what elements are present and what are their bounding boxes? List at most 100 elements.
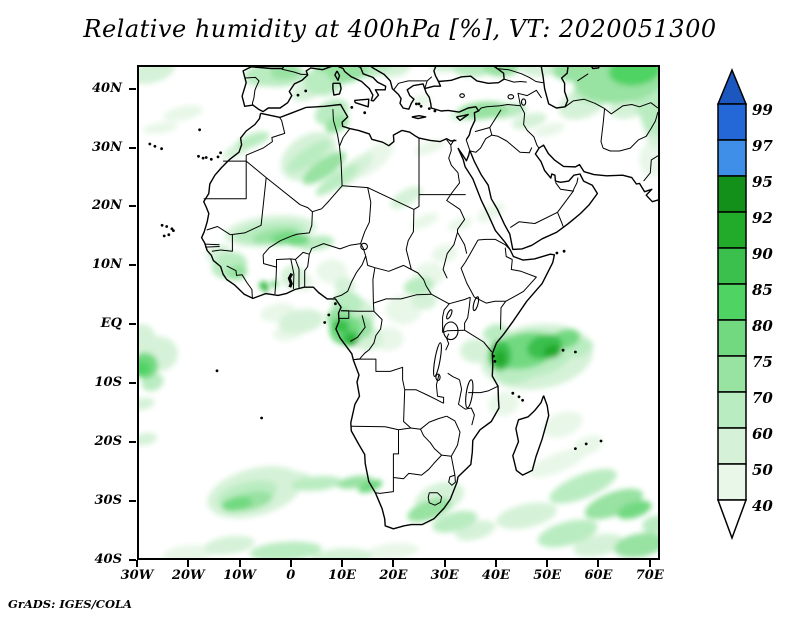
island-dot [517, 395, 521, 399]
island-dot [417, 102, 421, 106]
island-dot [296, 93, 300, 97]
island-dot [198, 128, 201, 132]
country-border [262, 251, 310, 268]
y-tick-mark [129, 323, 136, 326]
coastline [411, 115, 427, 120]
country-border [474, 296, 506, 304]
country-border [281, 68, 308, 75]
x-tick-label: 20W [171, 568, 205, 583]
island-dot [197, 154, 200, 158]
country-border [203, 161, 247, 200]
country-border [373, 293, 432, 304]
colorbar-tick-label: 92 [752, 209, 773, 227]
country-border [372, 267, 376, 312]
x-tick-mark [341, 560, 344, 567]
country-border [353, 358, 406, 390]
country-border [470, 134, 493, 153]
island-dot [511, 391, 515, 395]
country-border [500, 301, 507, 330]
x-tick-label: 70E [635, 568, 664, 583]
y-tick-label: EQ [100, 316, 122, 332]
colorbar-tick-label: 80 [752, 317, 773, 335]
country-border [446, 415, 461, 457]
country-border [643, 154, 660, 182]
island-dot [219, 151, 222, 155]
country-border [205, 243, 220, 246]
country-border [460, 239, 479, 298]
island-dot [555, 251, 559, 255]
country-border [350, 315, 366, 342]
country-border [333, 255, 367, 299]
island-dot [574, 447, 577, 450]
island-dot [327, 313, 331, 317]
colorbar-segment [717, 463, 747, 501]
island-dot [148, 142, 152, 146]
island-dot [433, 109, 437, 113]
y-tick-mark [129, 87, 136, 90]
island-dot [304, 89, 308, 93]
country-border [600, 108, 606, 149]
x-tick-label: 40E [481, 568, 510, 583]
colorbar-tick-label: 40 [752, 497, 773, 515]
island-dot [165, 225, 169, 228]
y-tick-mark [129, 382, 136, 385]
island-dot [153, 144, 157, 148]
country-border [262, 235, 292, 256]
country-border [505, 259, 537, 302]
coastline [353, 98, 370, 108]
country-border [413, 194, 420, 210]
island-dot [492, 354, 495, 358]
country-border [265, 177, 313, 213]
y-tick-label: 40N [92, 80, 122, 96]
lake [520, 98, 527, 106]
island-dot [323, 321, 327, 324]
colorbar-under-arrow [716, 499, 748, 541]
x-tick-label: 10E [328, 568, 357, 583]
island-dot [521, 398, 524, 402]
x-tick-label: 0 [286, 568, 296, 583]
colorbar-tick-label: 60 [752, 425, 773, 443]
country-border [491, 134, 533, 154]
x-tick-mark [136, 560, 138, 567]
island-dot [209, 157, 213, 161]
country-border [477, 238, 510, 249]
island-dot [172, 229, 175, 233]
basemap [148, 65, 660, 530]
coastline [332, 82, 342, 96]
island-dot [363, 111, 367, 115]
colorbar-tick-label: 90 [752, 245, 773, 263]
coastline [260, 103, 457, 147]
country-border [339, 146, 343, 186]
x-tick-label: 20E [379, 568, 408, 583]
country-border [495, 68, 544, 84]
country-border [245, 76, 260, 106]
coastline [200, 113, 556, 530]
y-tick-label: 30N [92, 139, 122, 155]
x-tick-label: 30W [120, 568, 154, 583]
colorbar-segment [717, 427, 747, 465]
y-tick-label: 30S [94, 493, 122, 509]
country-border [557, 188, 575, 213]
country-border [431, 293, 471, 305]
island-dot [215, 369, 219, 373]
lake [433, 342, 442, 377]
lake [472, 296, 480, 312]
country-border [308, 243, 361, 255]
country-border [393, 454, 442, 480]
colorbar-segment [717, 211, 747, 249]
x-tick-mark [289, 560, 292, 567]
country-border [205, 246, 220, 248]
country-border [411, 269, 432, 295]
x-tick-label: 30E [430, 568, 459, 583]
y-tick-label: 20N [92, 198, 122, 214]
colorbar-segment [717, 391, 747, 429]
country-border [450, 456, 456, 476]
africa-humidity-map [137, 65, 660, 560]
country-border [353, 310, 383, 361]
country-border [441, 454, 452, 457]
colorbar-over-arrow [716, 68, 748, 105]
colorbar-segment [717, 283, 747, 321]
country-border [564, 98, 605, 110]
island-dot [260, 416, 263, 420]
country-border [604, 102, 659, 115]
